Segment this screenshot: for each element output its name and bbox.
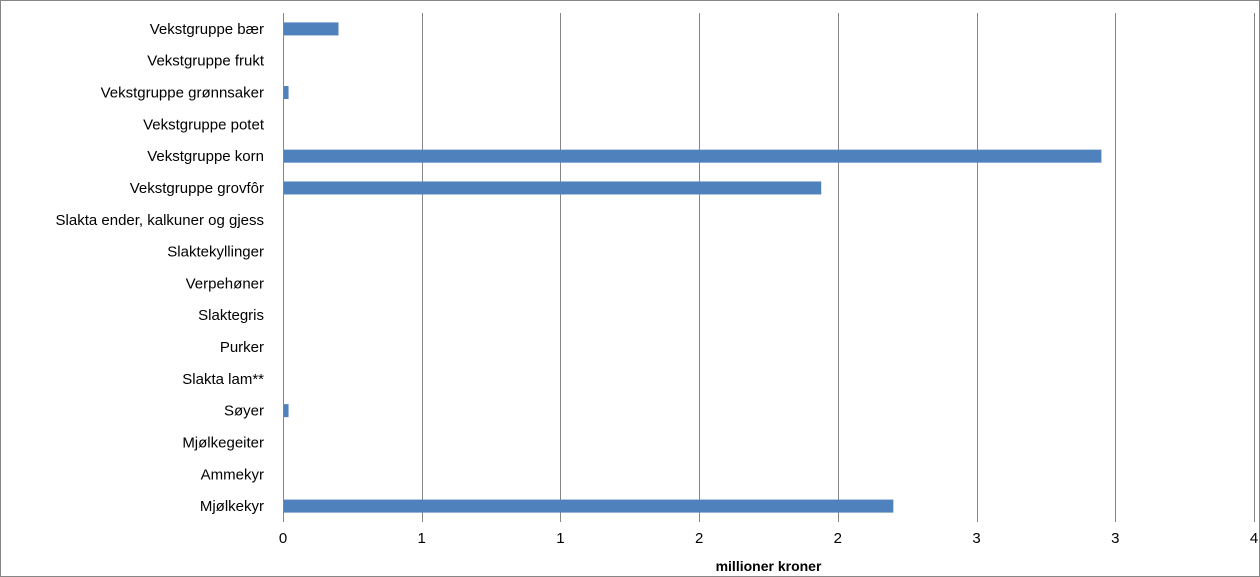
category-label: Vekstgruppe korn <box>147 148 264 165</box>
category-label: Slakta lam** <box>182 371 264 388</box>
x-tick-label: 0 <box>279 530 287 547</box>
category-labels: Vekstgruppe bær Vekstgruppe frukt Vekstgru… <box>56 21 265 515</box>
x-tick-labels: 0 1 1 2 2 3 3 4 <box>279 530 1258 547</box>
category-label: Purker <box>220 339 264 356</box>
category-label: Søyer <box>224 403 264 420</box>
x-axis-title: millioner kroner <box>716 558 822 574</box>
category-label: Slaktekyllinger <box>167 244 264 261</box>
bar <box>283 404 289 418</box>
category-label: Vekstgruppe bær <box>150 21 264 38</box>
category-label: Slaktegris <box>198 307 264 324</box>
bars <box>283 22 1102 513</box>
category-label: Ammekyr <box>201 466 264 483</box>
x-tick-label: 1 <box>556 530 564 547</box>
bar <box>283 86 289 100</box>
bar <box>283 181 822 195</box>
category-label: Verpehøner <box>186 275 264 292</box>
x-tick-label: 1 <box>418 530 426 547</box>
x-tick-label: 3 <box>1111 530 1119 547</box>
bar <box>283 149 1102 163</box>
bar <box>283 22 339 36</box>
category-label: Mjølkekyr <box>200 498 264 515</box>
category-label: Vekstgruppe frukt <box>147 53 265 70</box>
x-tick-label: 3 <box>972 530 980 547</box>
category-label: Slakta ender, kalkuner og gjess <box>56 212 264 229</box>
category-label: Vekstgruppe grønnsaker <box>101 85 264 102</box>
category-label: Vekstgruppe grovfôr <box>130 180 264 197</box>
gridlines <box>422 13 1255 522</box>
x-tick-label: 2 <box>695 530 703 547</box>
category-label: Mjølkegeiter <box>182 434 264 451</box>
x-tick-label: 2 <box>834 530 842 547</box>
x-tick-label: 4 <box>1250 530 1258 547</box>
category-label: Vekstgruppe potet <box>143 116 265 133</box>
bar <box>283 499 894 513</box>
